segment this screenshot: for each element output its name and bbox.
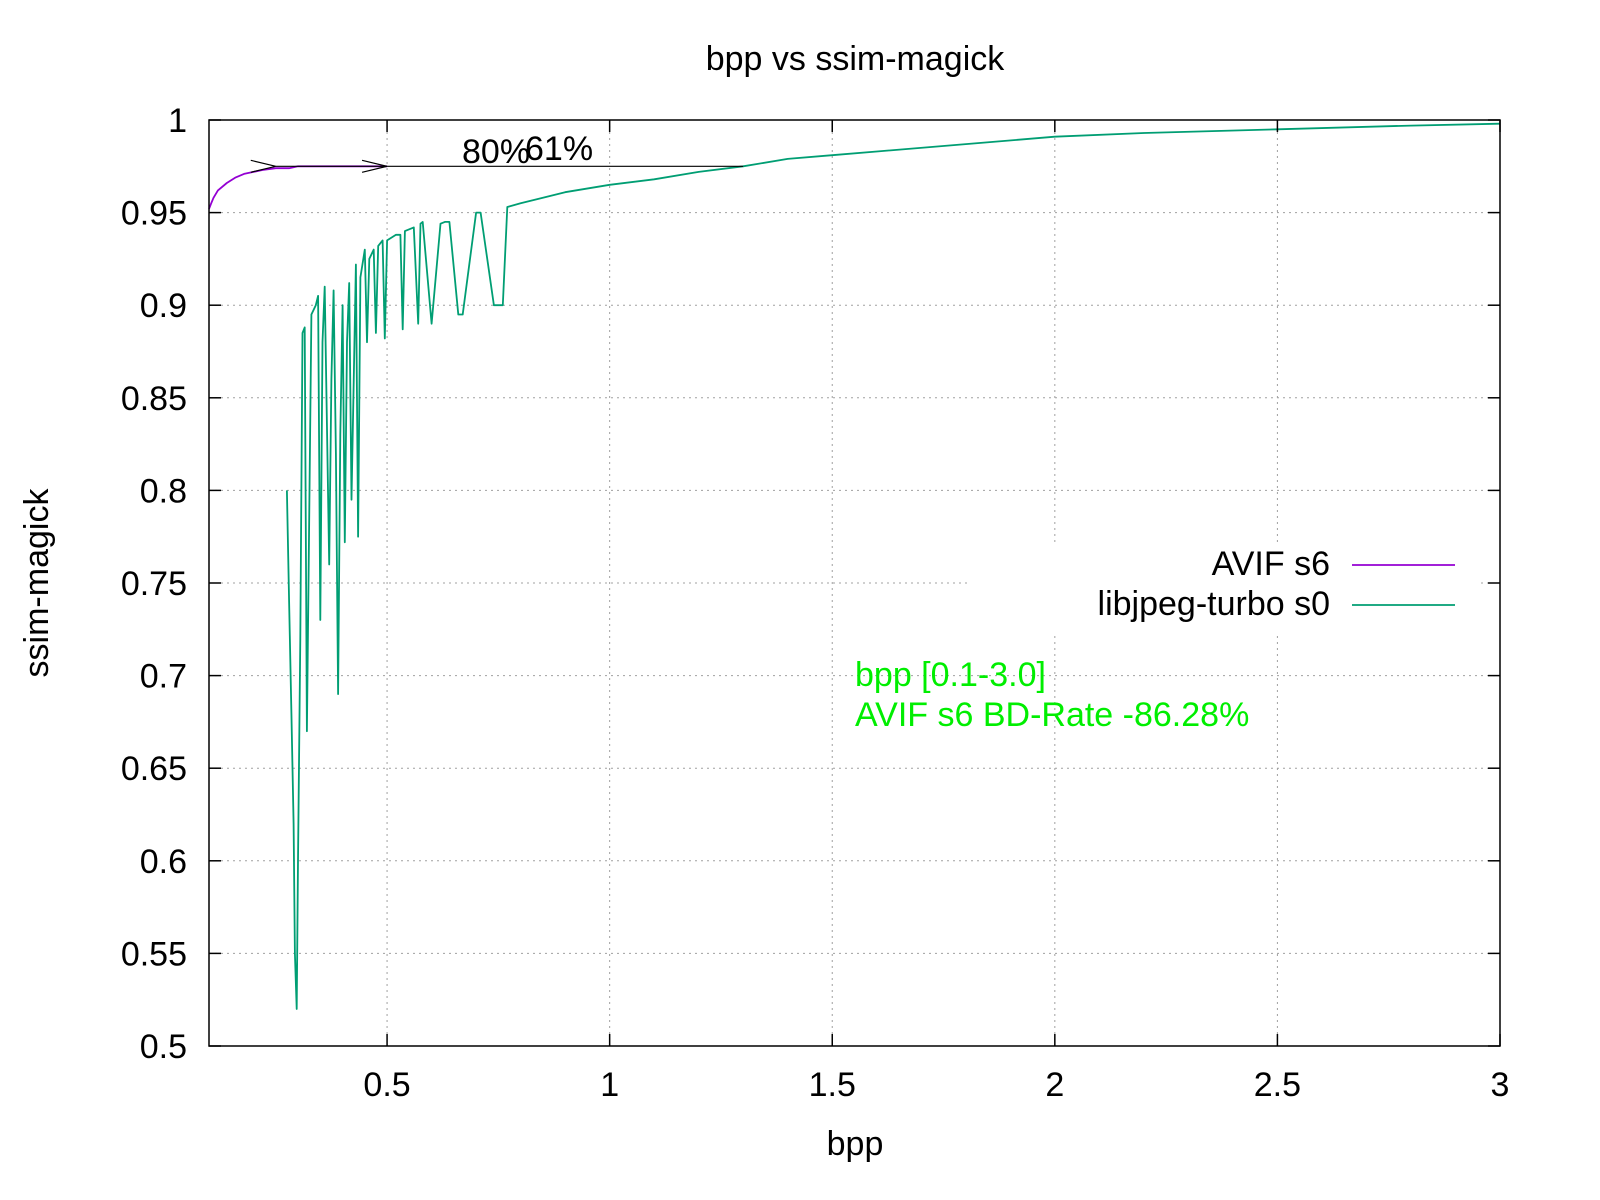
x-tick-label: 1.5 [809, 1066, 856, 1104]
y-tick-label: 0.7 [140, 658, 187, 696]
y-axis-label: ssim-magick [18, 488, 56, 678]
bd-rate-label: AVIF s6 BD-Rate -86.28% [855, 696, 1249, 734]
y-tick-label: 0.55 [121, 935, 187, 973]
legend-box [968, 542, 1478, 634]
series-line-0 [208, 165, 388, 210]
y-tick-label: 1 [168, 102, 187, 140]
y-tick-label: 0.85 [121, 380, 187, 418]
x-tick-label: 2 [1045, 1066, 1064, 1104]
y-tick-label: 0.65 [121, 750, 187, 788]
legend-label-libjpeg: libjpeg-turbo s0 [1098, 585, 1330, 623]
x-tick-label: 2.5 [1254, 1066, 1301, 1104]
axis-ticks: 0.5 0.55 0.6 0.65 0.7 0.75 0.8 0.85 0.9 0.95 1 0.5 1… [121, 102, 1510, 1104]
legend: AVIF s6 libjpeg-turbo s0 [968, 542, 1478, 634]
y-tick-label: 0.9 [140, 287, 187, 325]
x-tick-label: 1 [600, 1066, 619, 1104]
legend-label-avif: AVIF s6 [1212, 545, 1330, 583]
y-tick-label: 0.95 [121, 195, 187, 233]
y-tick-label: 0.75 [121, 565, 187, 603]
pct-label-80: 80% [462, 133, 530, 171]
series-line-1 [286, 122, 1501, 1010]
y-tick-label: 0.6 [140, 843, 187, 881]
x-tick-label: 0.5 [363, 1066, 410, 1104]
y-tick-label: 0.5 [140, 1028, 187, 1066]
y-tick-label: 0.8 [140, 472, 187, 510]
pct-label-61: 61% [525, 130, 593, 168]
bd-range-label: bpp [0.1-3.0] [855, 656, 1046, 694]
x-tick-label: 3 [1491, 1066, 1510, 1104]
x-axis-label: bpp [827, 1125, 884, 1163]
chart-title: bpp vs ssim-magick [706, 40, 1006, 78]
